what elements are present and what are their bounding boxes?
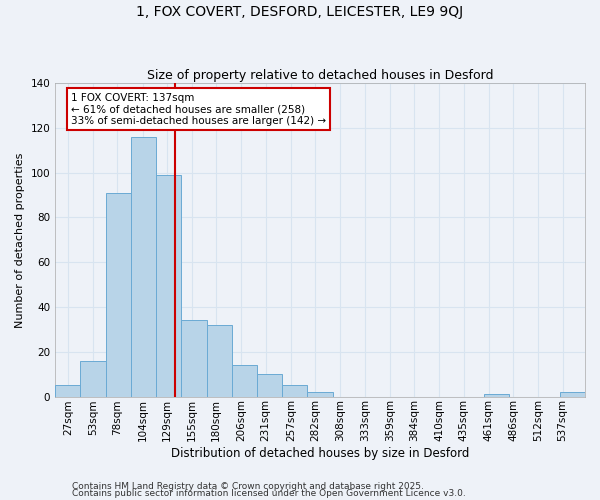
- X-axis label: Distribution of detached houses by size in Desford: Distribution of detached houses by size …: [171, 447, 469, 460]
- Bar: [232, 365, 257, 396]
- Bar: [484, 394, 509, 396]
- Text: Contains HM Land Registry data © Crown copyright and database right 2025.: Contains HM Land Registry data © Crown c…: [72, 482, 424, 491]
- Bar: [560, 392, 585, 396]
- Bar: [282, 386, 307, 396]
- Bar: [257, 374, 282, 396]
- Bar: [307, 392, 332, 396]
- Bar: [181, 320, 206, 396]
- Bar: [206, 325, 232, 396]
- Text: 1, FOX COVERT, DESFORD, LEICESTER, LE9 9QJ: 1, FOX COVERT, DESFORD, LEICESTER, LE9 9…: [136, 5, 464, 19]
- Bar: [106, 193, 131, 396]
- Bar: [80, 360, 106, 396]
- Bar: [55, 386, 80, 396]
- Text: 1 FOX COVERT: 137sqm
← 61% of detached houses are smaller (258)
33% of semi-deta: 1 FOX COVERT: 137sqm ← 61% of detached h…: [71, 92, 326, 126]
- Text: Contains public sector information licensed under the Open Government Licence v3: Contains public sector information licen…: [72, 490, 466, 498]
- Bar: [156, 175, 181, 396]
- Y-axis label: Number of detached properties: Number of detached properties: [15, 152, 25, 328]
- Bar: [131, 137, 156, 396]
- Title: Size of property relative to detached houses in Desford: Size of property relative to detached ho…: [147, 69, 493, 82]
